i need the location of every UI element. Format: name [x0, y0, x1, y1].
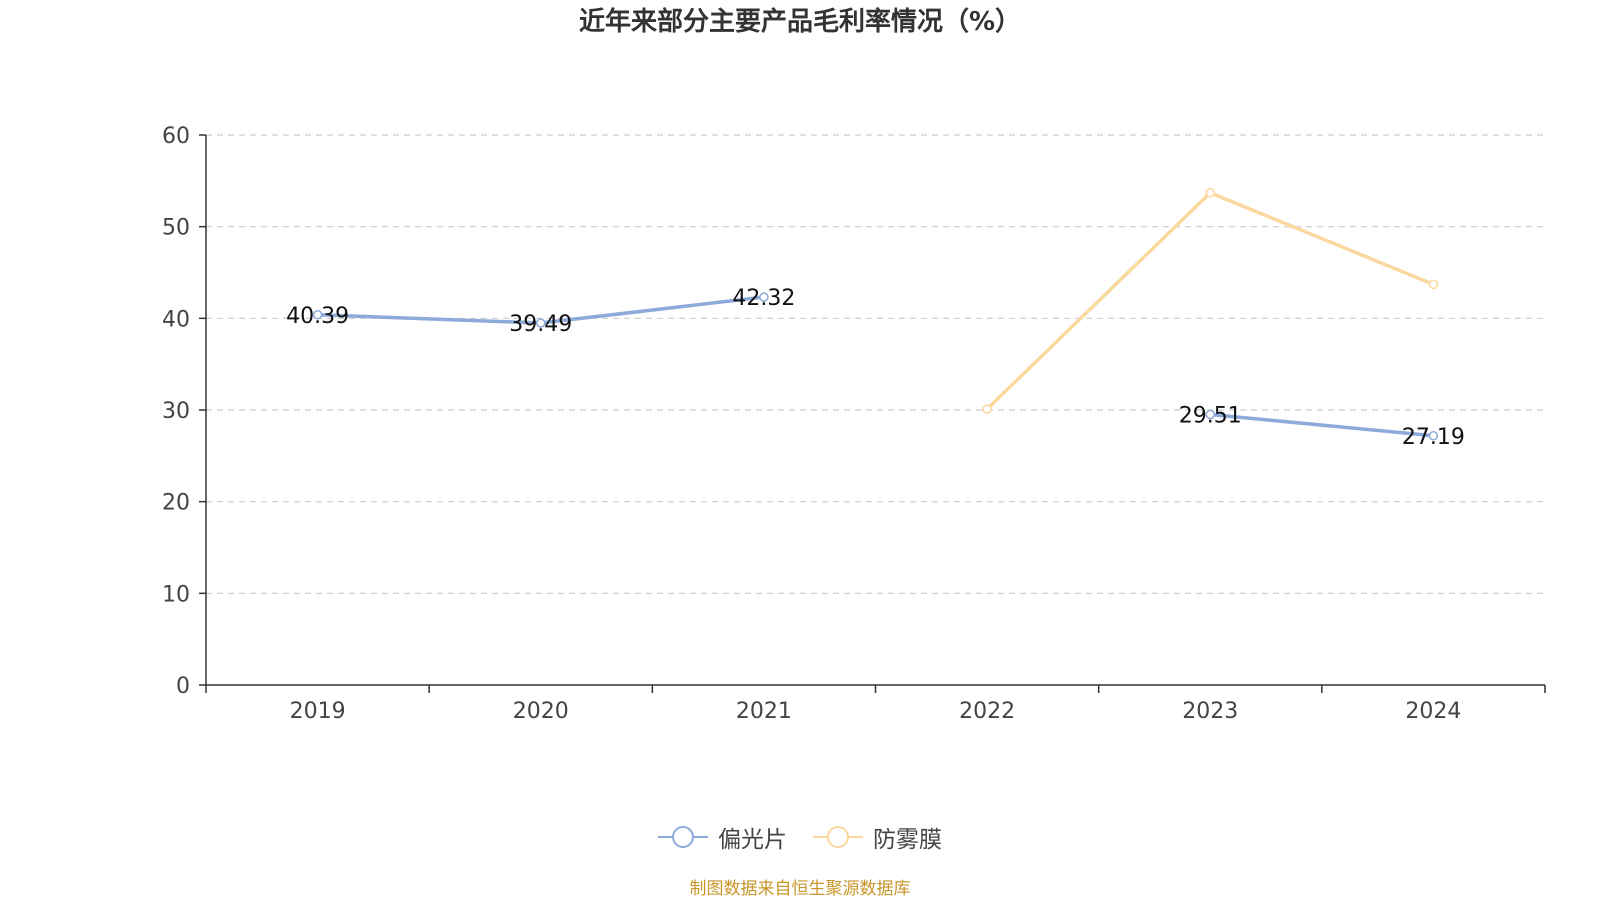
- chart-title: 近年来部分主要产品毛利率情况（%）: [578, 7, 1022, 37]
- axes: 0 10 20 30 40 50 60 2019 2020 2021 2022 2023 2024: [162, 124, 1546, 724]
- x-tick-label: 2024: [1405, 699, 1461, 724]
- x-tick-label: 2020: [513, 699, 569, 724]
- legend: 偏光片 防雾膜: [0, 820, 1600, 854]
- source-note: 制图数据来自恒生聚源数据库: [689, 879, 911, 899]
- legend-line-circle-icon: [813, 826, 863, 848]
- series-line-2: [985, 191, 1436, 411]
- x-tick-label: 2019: [290, 699, 346, 724]
- y-tick-label: 40: [162, 307, 190, 332]
- legend-label-series-1: 偏光片: [718, 827, 787, 853]
- x-tick-label: 2023: [1182, 699, 1238, 724]
- y-tick-label: 50: [162, 216, 190, 241]
- data-point: [1428, 279, 1439, 290]
- y-tick-label: 60: [162, 124, 190, 149]
- data-label: 39.49: [509, 312, 572, 337]
- data-label: 40.39: [286, 304, 349, 329]
- data-label: 29.51: [1179, 403, 1242, 428]
- y-tick-label: 10: [162, 582, 190, 607]
- data-label: 42.32: [732, 286, 795, 311]
- grid-lines: [206, 134, 1545, 594]
- data-point: [1205, 409, 1215, 420]
- data-point: [759, 292, 769, 302]
- data-point: [1205, 188, 1215, 198]
- y-tick-label: 30: [162, 399, 190, 424]
- y-tick-label: 20: [162, 491, 190, 516]
- data-point: [1428, 431, 1439, 441]
- legend-line-circle-icon: [658, 826, 708, 848]
- series-line-1: [1208, 412, 1436, 438]
- data-point: [536, 318, 546, 328]
- series-lines: [312, 188, 1439, 441]
- y-tick-label: 0: [176, 674, 190, 699]
- legend-item-series-1[interactable]: 偏光片: [658, 820, 787, 854]
- data-labels: 40.39 39.49 42.32 29.51 27.19: [286, 286, 1465, 450]
- data-point: [982, 404, 992, 414]
- data-point: [312, 310, 323, 320]
- legend-item-series-2[interactable]: 防雾膜: [813, 820, 942, 854]
- x-tick-label: 2022: [959, 699, 1015, 724]
- x-tick-label: 2021: [736, 699, 792, 724]
- legend-label-series-2: 防雾膜: [873, 827, 942, 853]
- data-label: 27.19: [1402, 425, 1465, 450]
